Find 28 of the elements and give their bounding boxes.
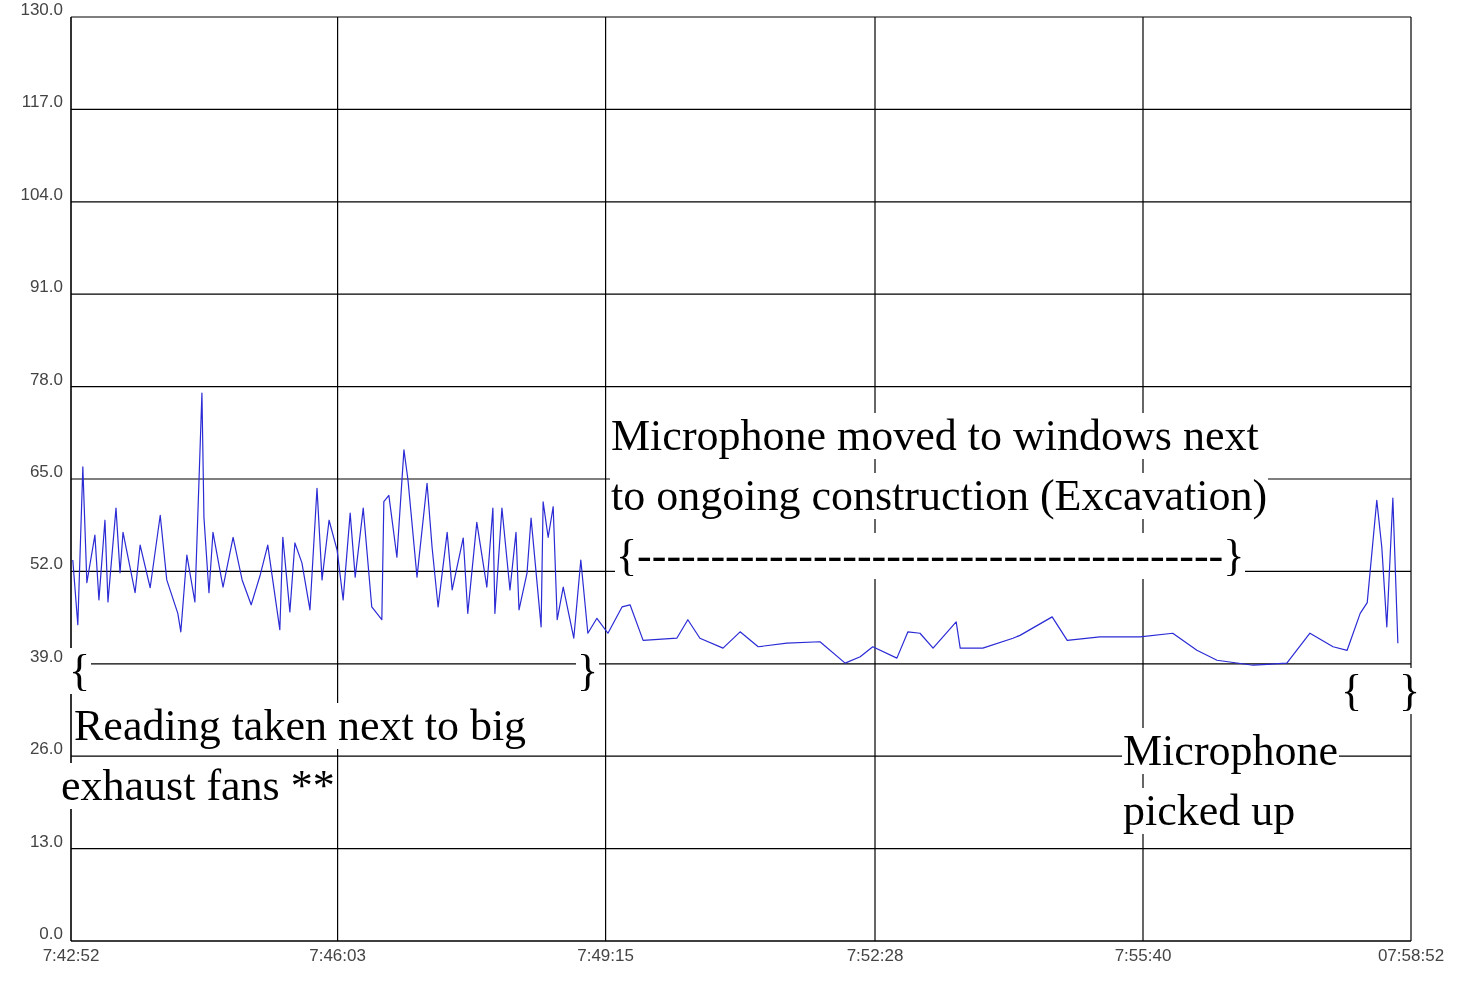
annotation: picked up: [1122, 786, 1297, 835]
x-tick-label: 7:46:03: [309, 946, 366, 966]
annotation: {: [1340, 666, 1364, 715]
x-tick-label: 7:55:40: [1114, 946, 1172, 966]
y-tick-label: 117.0: [21, 92, 63, 112]
y-tick-label: 130.0: [20, 0, 63, 20]
y-tick-label: 0.0: [39, 924, 63, 944]
y-tick-label: 39.0: [29, 646, 63, 666]
annotation: Reading taken next to big: [73, 701, 528, 750]
annotation: }: [576, 646, 600, 695]
y-tick-label: 13.0: [29, 831, 63, 851]
x-tick-label: 7:49:15: [577, 946, 634, 966]
x-tick-label: 7:52:28: [846, 946, 904, 966]
x-tick-label: 07:58:52: [1377, 946, 1445, 966]
annotation: Microphone: [1122, 726, 1340, 775]
y-tick-label: 65.0: [29, 462, 63, 482]
annotation: {: [68, 646, 92, 695]
annotation: {----------------------------------------}: [615, 531, 1246, 580]
y-tick-label: 78.0: [29, 369, 63, 389]
y-tick-label: 26.0: [29, 739, 63, 759]
y-tick-label: 52.0: [29, 554, 63, 574]
y-tick-label: 104.0: [20, 184, 63, 204]
x-tick-label: 7:42:52: [42, 946, 100, 966]
annotation: exhaust fans **: [60, 761, 336, 810]
annotation: Microphone moved to windows next: [610, 411, 1260, 460]
annotation: }: [1398, 666, 1422, 715]
y-tick-label: 91.0: [29, 277, 63, 297]
annotation: to ongoing construction (Excavation): [610, 471, 1269, 520]
